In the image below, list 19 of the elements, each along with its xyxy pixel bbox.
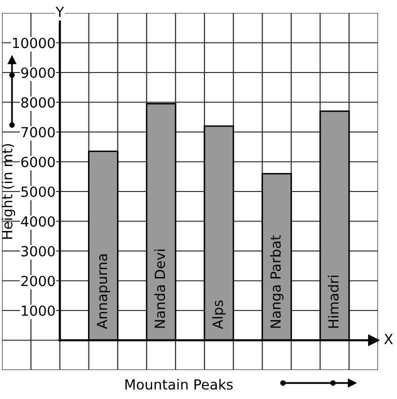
y-axis-title: Height (in mt)	[2, 144, 16, 239]
y-tick-label: 9000	[21, 67, 55, 78]
y-tick-label: 2000	[21, 276, 55, 286]
x-tick-label: Nanga Parbat	[270, 235, 284, 328]
x-tick-label: Alps	[212, 300, 226, 330]
y-tick-label: 4000	[21, 216, 55, 227]
x-tick-label: Annapurna	[96, 254, 110, 330]
x-axis-title: Mountain Peaks	[125, 378, 233, 390]
y-tick-label: 8000	[21, 97, 55, 108]
y-tick-label: 10000	[13, 38, 55, 48]
x-tick-label: Himadri	[328, 276, 339, 328]
y-tick-label: 3000	[21, 246, 55, 256]
x-tick-label: Nanda Devi	[154, 250, 166, 328]
y-tick-label: 6000	[21, 156, 55, 168]
y-tick-label: 1000	[22, 305, 55, 316]
text: X	[384, 334, 393, 344]
y-tick-label: 7000	[21, 126, 55, 138]
y-tick-label: 5000	[21, 186, 55, 197]
annotation: Y	[56, 6, 64, 17]
